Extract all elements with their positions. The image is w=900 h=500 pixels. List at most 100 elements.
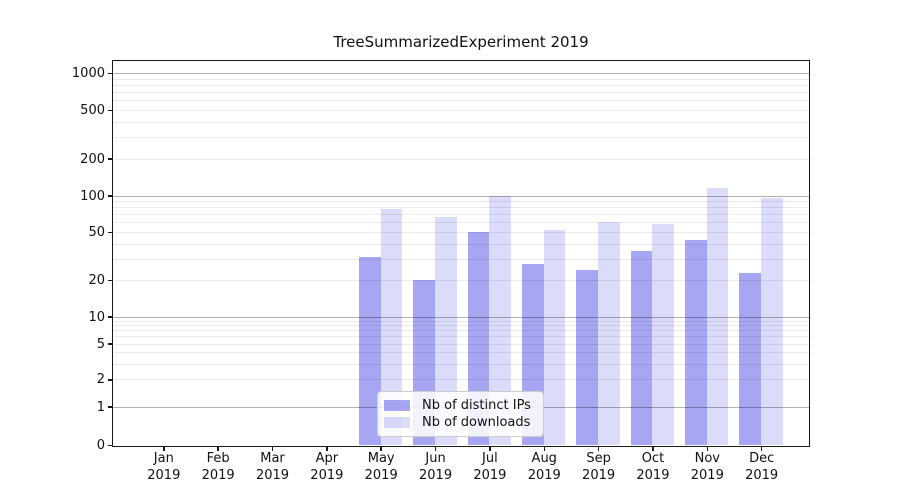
bar-nb-of-distinct-ips-sep xyxy=(576,270,599,445)
minor-gridline-8 xyxy=(113,325,809,327)
y-tick-label-20: 20 xyxy=(88,273,105,289)
legend-label: Nb of downloads xyxy=(422,415,531,431)
minor-gridline-7 xyxy=(113,330,809,332)
legend-swatch-icon xyxy=(384,417,410,429)
x-tick-label-may: May 2019 xyxy=(341,451,421,484)
bar-nb-of-downloads-may xyxy=(380,209,403,445)
minor-gridline-400 xyxy=(113,121,809,123)
bar-nb-of-distinct-ips-nov xyxy=(685,239,707,445)
bar-nb-of-downloads-jul xyxy=(489,195,512,445)
x-tick-mark-jun xyxy=(434,447,437,451)
minor-gridline-800 xyxy=(113,85,809,87)
bar-nb-of-distinct-ips-may xyxy=(359,257,381,445)
x-tick-label-aug: Aug 2019 xyxy=(504,451,584,484)
y-tick-label-500: 500 xyxy=(80,103,105,119)
y-tick-mark-20 xyxy=(108,279,112,282)
y-tick-label-1000: 1000 xyxy=(71,66,105,82)
x-tick-year: 2019 xyxy=(690,467,724,483)
y-tick-label-5: 5 xyxy=(96,336,105,352)
y-tick-mark-10 xyxy=(108,316,112,318)
bar-nb-of-downloads-sep xyxy=(598,222,620,445)
x-tick-year: 2019 xyxy=(255,467,290,483)
y-tick-label-50: 50 xyxy=(88,224,105,240)
major-gridline-100 xyxy=(113,195,809,197)
y-tick-label-1: 1 xyxy=(96,399,105,415)
x-tick-label-jan: Jan 2019 xyxy=(124,451,204,484)
x-tick-year: 2019 xyxy=(473,467,507,483)
bar-nb-of-downloads-oct xyxy=(652,224,675,445)
y-tick-label-100: 100 xyxy=(80,188,105,204)
legend: Nb of distinct IPs Nb of downloads xyxy=(377,390,544,437)
x-tick-year: 2019 xyxy=(201,467,235,483)
minor-gridline-2 xyxy=(113,379,809,381)
x-tick-month: Nov xyxy=(694,451,720,466)
x-tick-label-jul: Jul 2019 xyxy=(450,451,530,484)
minor-gridline-20 xyxy=(113,280,809,282)
chart-title: TreeSummarizedExperiment 2019 xyxy=(333,33,589,51)
x-tick-mark-jul xyxy=(489,447,491,451)
minor-gridline-70 xyxy=(113,214,809,216)
x-tick-label-oct: Oct 2019 xyxy=(613,451,693,484)
bar-nb-of-downloads-dec xyxy=(761,198,783,445)
x-tick-mark-nov xyxy=(706,447,709,451)
x-tick-month: Jan xyxy=(153,451,174,466)
x-tick-month: Aug xyxy=(531,451,557,466)
y-tick-mark-2 xyxy=(108,379,112,381)
minor-gridline-6 xyxy=(113,336,809,338)
y-tick-mark-200 xyxy=(108,158,112,160)
x-tick-month: Jun xyxy=(425,451,446,466)
x-tick-label-feb: Feb 2019 xyxy=(178,451,258,484)
x-tick-year: 2019 xyxy=(582,467,616,483)
minor-gridline-9 xyxy=(113,320,809,322)
x-tick-label-jun: Jun 2019 xyxy=(396,451,476,484)
x-tick-year: 2019 xyxy=(147,467,181,483)
y-tick-label-0: 0 xyxy=(96,438,105,453)
minor-gridline-700 xyxy=(113,92,809,94)
minor-gridline-90 xyxy=(113,201,809,203)
x-tick-year: 2019 xyxy=(527,467,561,483)
minor-gridline-4 xyxy=(113,352,809,354)
x-tick-month: Sep xyxy=(586,451,611,466)
x-tick-mark-oct xyxy=(652,447,654,451)
x-tick-month: Oct xyxy=(641,451,665,466)
bars-layer xyxy=(113,61,809,446)
y-tick-mark-50 xyxy=(108,231,112,234)
x-tick-mark-sep xyxy=(597,447,600,451)
x-tick-label-dec: Dec 2019 xyxy=(722,451,802,484)
legend-row: Nb of downloads xyxy=(384,414,535,432)
x-tick-mark-apr xyxy=(326,447,328,451)
minor-gridline-3 xyxy=(113,363,809,365)
minor-gridline-200 xyxy=(113,158,809,160)
minor-gridline-40 xyxy=(113,243,809,245)
y-tick-mark-100 xyxy=(108,195,112,197)
x-tick-mark-dec xyxy=(760,447,763,451)
bar-nb-of-downloads-nov xyxy=(706,187,729,445)
x-tick-label-apr: Apr 2019 xyxy=(287,451,367,484)
x-tick-year: 2019 xyxy=(310,467,344,483)
y-tick-mark-0 xyxy=(108,444,112,447)
major-gridline-10 xyxy=(113,316,809,318)
x-tick-month: Jul xyxy=(482,451,498,466)
legend-swatch-icon xyxy=(384,399,410,411)
minor-gridline-60 xyxy=(113,222,809,224)
x-tick-mark-aug xyxy=(543,447,545,451)
minor-gridline-600 xyxy=(113,100,809,102)
x-tick-mark-jan xyxy=(163,447,165,451)
x-tick-mark-may xyxy=(380,447,382,451)
plot-area: Nb of distinct IPs Nb of downloads xyxy=(112,60,810,447)
x-tick-year: 2019 xyxy=(636,467,670,483)
x-tick-year: 2019 xyxy=(419,467,453,483)
grid-layer xyxy=(113,61,809,446)
y-tick-label-200: 200 xyxy=(80,151,105,167)
bar-nb-of-distinct-ips-dec xyxy=(739,272,762,445)
x-tick-year: 2019 xyxy=(364,467,398,483)
x-tick-label-nov: Nov 2019 xyxy=(667,451,747,484)
x-tick-month: May xyxy=(367,451,395,466)
y-tick-label-10: 10 xyxy=(88,309,105,325)
minor-gridline-500 xyxy=(113,110,809,112)
minor-gridline-50 xyxy=(113,231,809,233)
minor-gridline-80 xyxy=(113,207,809,209)
x-tick-mark-mar xyxy=(271,447,274,451)
major-gridline-1000 xyxy=(113,73,809,75)
x-tick-month: Mar xyxy=(260,451,285,466)
